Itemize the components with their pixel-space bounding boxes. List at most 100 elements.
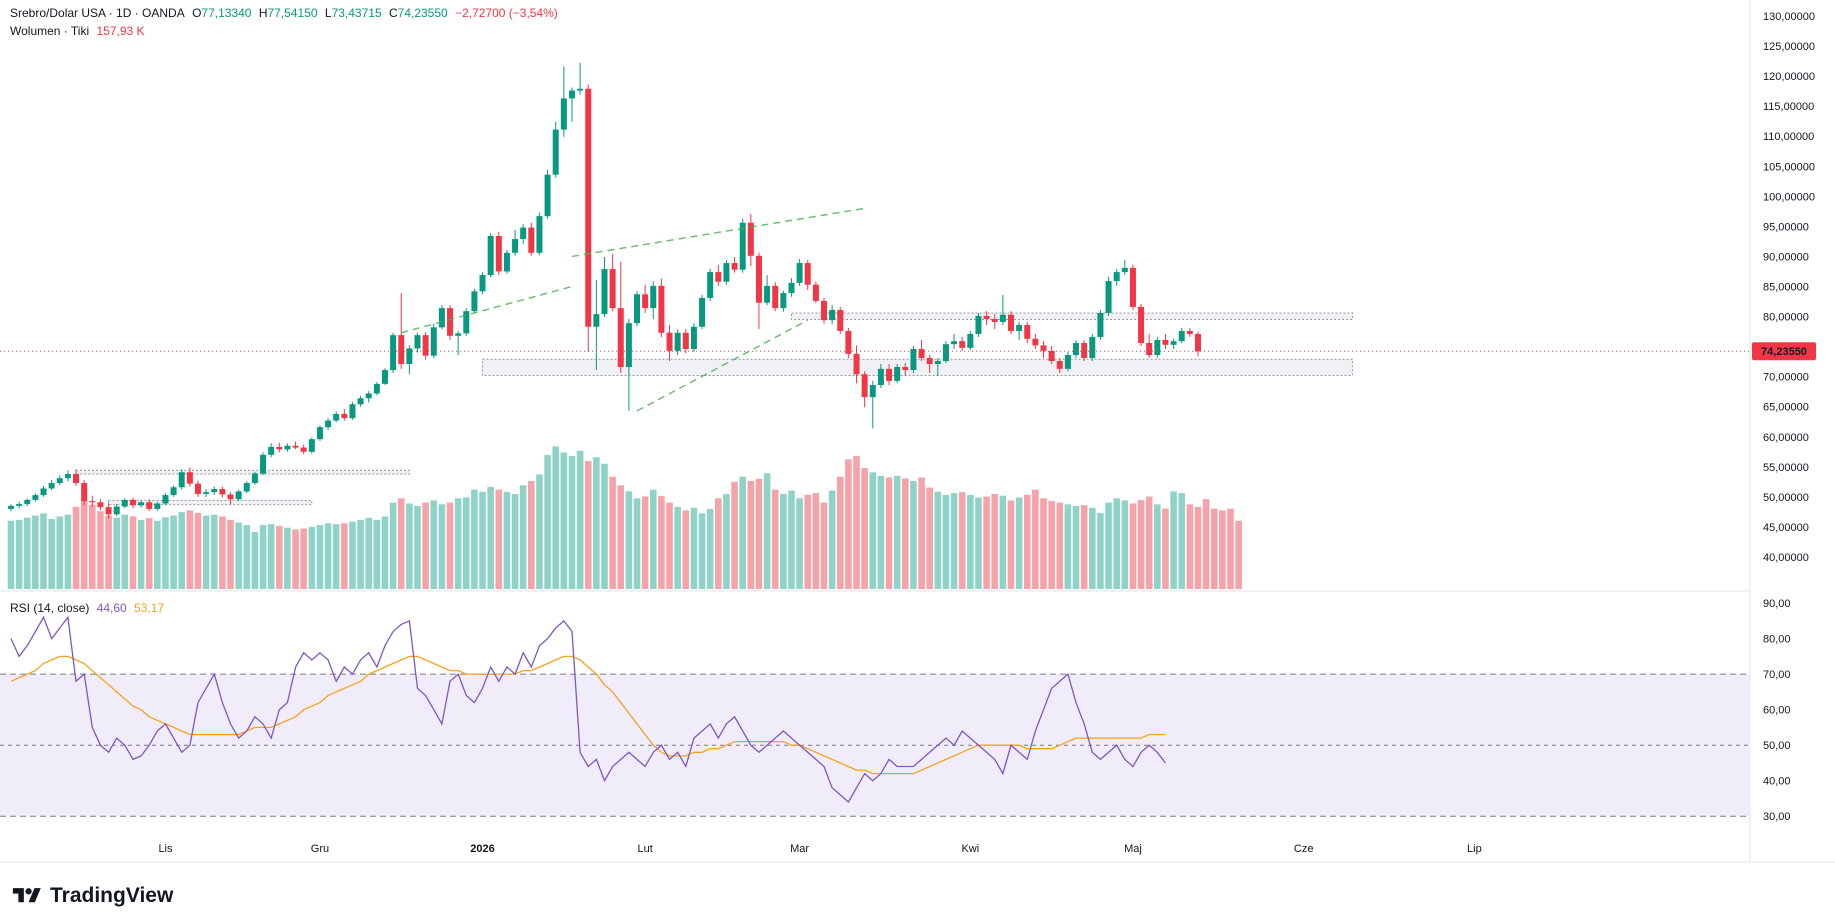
volume-legend[interactable]: Wolumen · Tiki 157,93 K (10, 24, 149, 39)
candle (292, 441, 299, 450)
volume-bar (568, 455, 576, 589)
candle-body (390, 335, 397, 371)
ohlc-close: C74,23550 (388, 6, 448, 20)
candle-body (235, 491, 242, 500)
candle-body (48, 483, 55, 489)
candle-body (788, 282, 795, 294)
volume-bar (308, 526, 316, 589)
candle-body (723, 263, 730, 282)
candle-body (650, 285, 657, 309)
candle-body (747, 222, 754, 256)
candle (902, 362, 909, 377)
price-tick-label: 95,00000 (1763, 221, 1809, 233)
candle (764, 275, 771, 306)
candle-body (495, 236, 502, 272)
candle (479, 272, 486, 295)
volume-bar (341, 523, 348, 589)
volume-bar (202, 515, 210, 589)
volume-bar (926, 487, 933, 589)
candle (959, 336, 966, 351)
time-axis[interactable]: Lis Gru 2026 Lut Mar Kwi Maj Cze Lip (158, 843, 1481, 855)
volume-bar (682, 510, 690, 589)
price-tick-label: 105,00000 (1763, 161, 1815, 173)
candle (56, 475, 63, 486)
candle-body (251, 473, 258, 484)
price-zone (75, 469, 410, 475)
candle-body (512, 239, 519, 253)
rsi-axis[interactable]: 90,00 80,00 70,00 60,00 50,00 40,00 30,00 (1763, 598, 1791, 823)
volume-bar (1194, 506, 1202, 589)
price-tick-label: 125,00000 (1763, 41, 1815, 53)
candle-body (8, 505, 14, 509)
volume-bar (1121, 500, 1129, 589)
candle-body (1089, 336, 1096, 359)
volume-bar (625, 491, 633, 589)
candle-body (658, 285, 665, 333)
candle-body (617, 308, 624, 368)
volume-bar (593, 457, 600, 589)
candle-body (869, 385, 876, 398)
candle (707, 269, 714, 301)
candle (1073, 339, 1080, 359)
candle-body (105, 507, 112, 515)
volume-bar (7, 520, 15, 589)
candle (699, 294, 706, 330)
candle-body (325, 420, 332, 428)
price-tick-label: 85,00000 (1763, 281, 1809, 293)
candle (178, 469, 185, 490)
rsi-legend[interactable]: RSI (14, close) 44,60 53,17 (10, 601, 168, 616)
volume-title[interactable]: Wolumen · Tiki (10, 24, 90, 38)
rsi-title[interactable]: RSI (14, close) (10, 601, 90, 615)
volume-bar (438, 504, 446, 589)
volume-bar (706, 509, 714, 589)
candle (276, 442, 283, 453)
ohlc-open: O77,13340 (192, 6, 252, 20)
candle-body (178, 472, 185, 488)
candle-body (373, 383, 380, 394)
volume-bar (902, 478, 909, 589)
volume-bars (7, 446, 1242, 589)
candle (512, 229, 519, 256)
volume-bar (666, 502, 673, 589)
candle-body (845, 330, 852, 354)
volume-bar (397, 498, 405, 589)
candle (910, 346, 917, 374)
candle (780, 290, 787, 312)
candle-body (942, 344, 949, 362)
volume-bar (771, 489, 779, 589)
candle (804, 260, 811, 291)
volume-bar (1145, 496, 1153, 589)
volume-bar (357, 519, 364, 589)
candle-body (837, 309, 844, 331)
candle-body (585, 88, 592, 327)
volume-bar (414, 506, 421, 589)
time-tick-label: 2026 (470, 843, 494, 855)
candle-body (1024, 324, 1031, 339)
volume-bar (1219, 510, 1226, 589)
candle (926, 355, 933, 374)
instrument-title[interactable]: Srebro/Dolar USA · 1D · OANDA (10, 6, 185, 20)
candle-body (812, 284, 819, 301)
volume-bar (609, 476, 616, 589)
tradingview-logo[interactable]: TradingView (10, 884, 173, 908)
candle (1162, 333, 1169, 350)
candle-body (1081, 342, 1088, 359)
time-tick-label: Cze (1294, 843, 1314, 855)
volume-bar (918, 477, 925, 589)
time-tick-label: Gru (311, 843, 329, 855)
candle (674, 329, 681, 356)
candle (487, 232, 494, 278)
candle-body (886, 368, 893, 381)
candle (967, 330, 974, 351)
volume-bar (381, 516, 389, 589)
volume-bar (698, 513, 706, 589)
volume-bar (861, 468, 868, 589)
candle-body (959, 341, 966, 348)
candle (260, 452, 267, 476)
volume-bar (462, 497, 470, 589)
price-axis[interactable]: 130,00000 125,00000 120,00000 115,00000 110,… (1763, 11, 1815, 564)
candle-body (715, 272, 722, 282)
candle-body (1073, 342, 1080, 356)
symbol-legend[interactable]: Srebro/Dolar USA · 1D · OANDA O77,13340 … (10, 6, 562, 21)
